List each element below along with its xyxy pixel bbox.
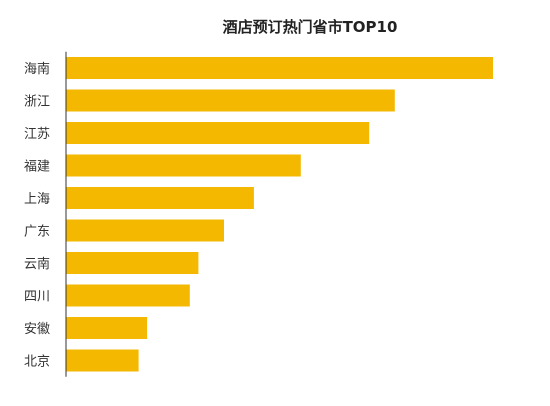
category-label-3: 福建 [24, 160, 50, 175]
bar-2 [66, 122, 370, 144]
bar-0 [66, 57, 493, 79]
category-label-2: 江苏 [24, 126, 50, 142]
chart-title: 酒店预订热门省市TOP10 [222, 18, 398, 36]
category-label-5: 广东 [24, 225, 50, 240]
bar-9 [66, 349, 139, 372]
category-label-9: 北京 [24, 355, 50, 370]
category-label-0: 海南 [24, 61, 50, 77]
bar-7 [66, 284, 190, 307]
bars-group [66, 57, 493, 372]
bar-3 [66, 154, 301, 177]
category-label-4: 上海 [24, 192, 50, 207]
category-label-6: 云南 [24, 256, 50, 272]
bar-5 [66, 219, 224, 242]
bar-8 [66, 317, 148, 339]
category-label-1: 浙江 [24, 95, 50, 110]
category-label-8: 安徽 [24, 322, 50, 337]
bar-4 [66, 187, 254, 209]
bar-1 [66, 89, 395, 112]
bar-6 [66, 252, 199, 274]
category-label-7: 四川 [24, 290, 50, 305]
